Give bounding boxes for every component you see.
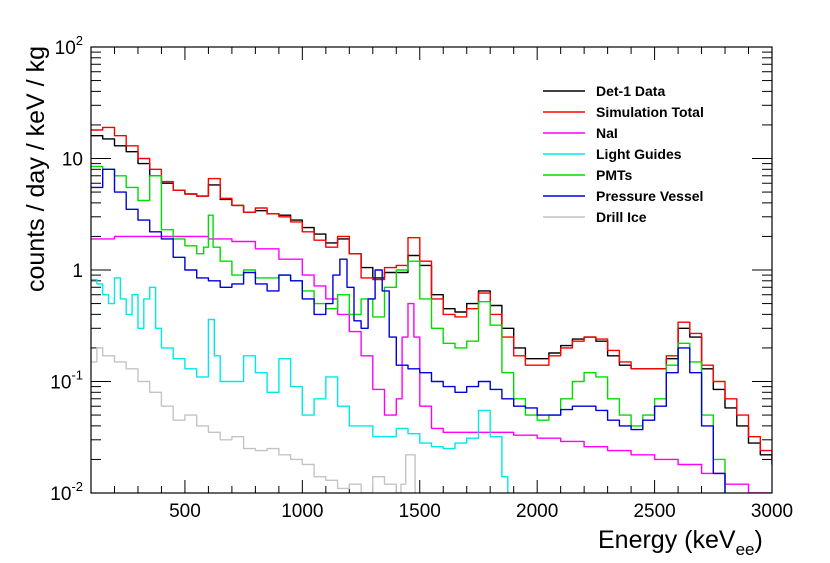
x-tick-label: 500 (169, 501, 201, 522)
y-tick-label: 10-1 (50, 368, 83, 394)
series-line-nai (91, 235, 772, 493)
legend-label-pmts: PMTs (596, 167, 633, 183)
series-group (91, 126, 772, 493)
legend-label-det-1-data: Det-1 Data (596, 83, 665, 99)
legend-label-light-guides: Light Guides (596, 146, 682, 162)
legend-label-drill-ice: Drill Ice (596, 209, 647, 225)
x-axis-title: Energy (keVee) (598, 526, 763, 559)
series-line-pmts (91, 165, 726, 493)
x-tick-label: 2500 (633, 501, 675, 522)
series-line-light-guides (91, 277, 509, 493)
y-axis-title: counts / day / keV / kg (22, 46, 50, 292)
tick-labels: 500 1000 1500 2000 2500 3000 10-2 10-1 1 10 102 (50, 33, 793, 522)
series-line-pressure-vessel (91, 168, 726, 493)
legend-label-pressure-vessel: Pressure Vessel (596, 188, 703, 204)
series-line-drill-ice (91, 347, 416, 493)
x-tick-label: 2000 (516, 501, 558, 522)
legend: Det-1 Data Simulation Total NaI Light Guide… (543, 83, 704, 225)
y-tick-label: 10-2 (50, 479, 83, 505)
x-axis-title-main: Energy (keV (598, 526, 736, 554)
x-axis-title-close: ) (754, 526, 762, 554)
x-tick-label: 3000 (751, 501, 793, 522)
y-tick-label: 1 (72, 261, 83, 282)
x-axis-title-subscript: ee (736, 540, 755, 559)
y-tick-label: 10 (62, 150, 83, 171)
y-tick-label: 102 (55, 33, 83, 59)
x-tick-label: 1500 (399, 501, 441, 522)
plot-frame (90, 46, 773, 494)
legend-label-simulation-total: Simulation Total (596, 104, 704, 120)
x-tick-label: 1000 (281, 501, 323, 522)
legend-label-nai: NaI (596, 125, 618, 141)
